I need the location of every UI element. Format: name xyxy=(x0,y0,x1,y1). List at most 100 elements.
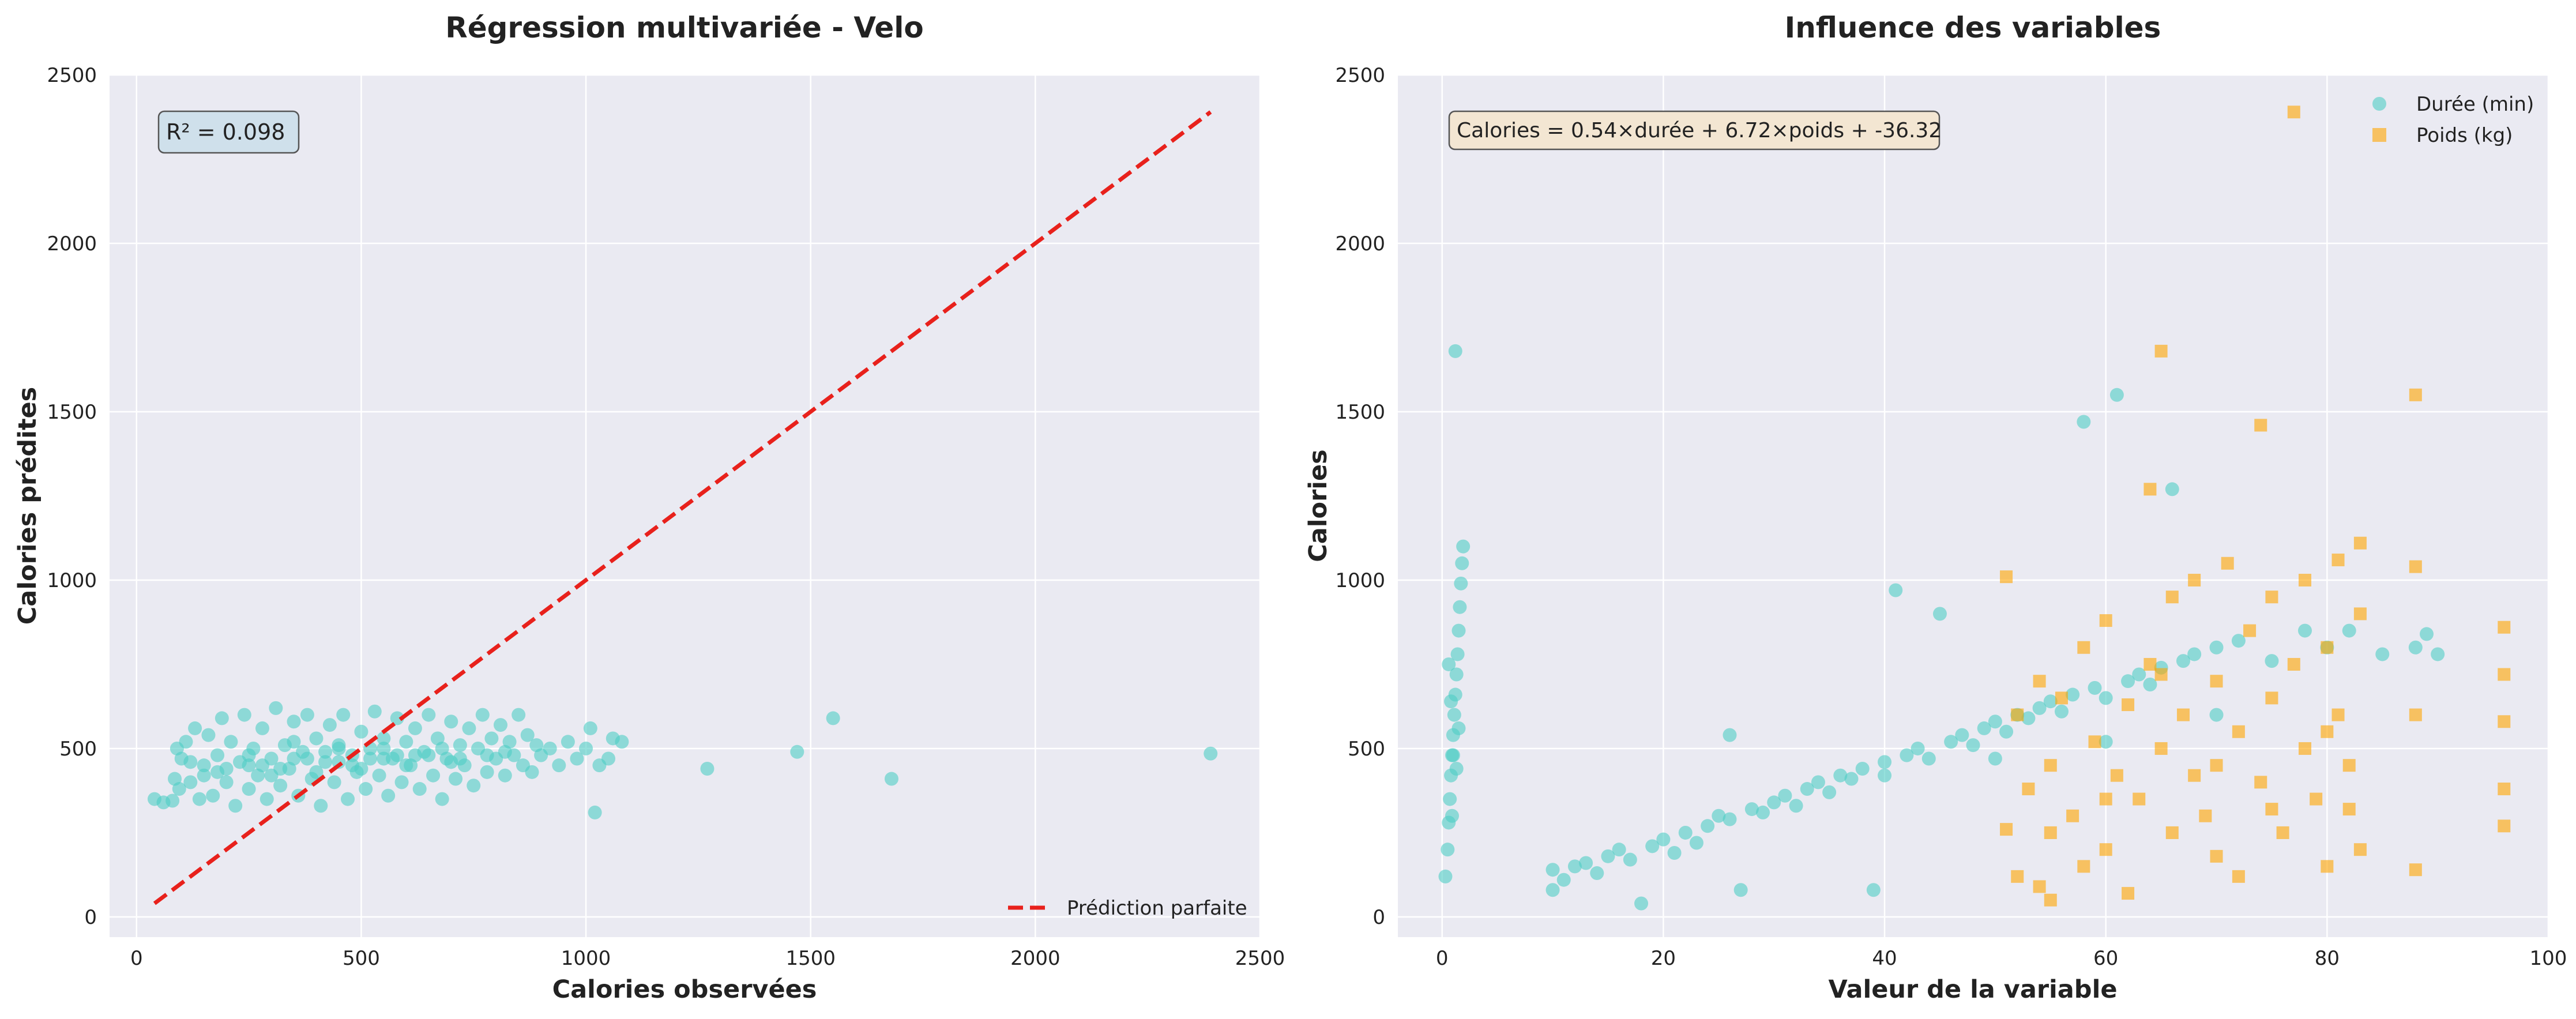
data-point xyxy=(449,772,463,786)
data-point-poids xyxy=(2353,843,2367,856)
data-point xyxy=(498,768,512,783)
data-point xyxy=(309,765,324,779)
data-point-duree xyxy=(1889,583,1903,597)
y-tick-label: 1000 xyxy=(47,569,97,592)
data-point-duree xyxy=(1612,843,1626,857)
legend: Prédiction parfaite xyxy=(1008,897,1247,920)
data-point-duree xyxy=(1454,576,1468,591)
data-point xyxy=(475,708,490,722)
data-point xyxy=(493,718,507,732)
data-point xyxy=(399,735,413,749)
data-point-duree xyxy=(1800,782,1814,796)
data-point-duree xyxy=(1811,775,1825,789)
equation-annotation: Calories = 0.54×durée + 6.72×poids + -36… xyxy=(1448,110,1942,151)
data-point-poids xyxy=(2353,536,2367,550)
data-point-duree xyxy=(2165,482,2179,497)
data-point-duree xyxy=(1623,852,1637,867)
data-point xyxy=(561,735,575,749)
data-point-poids xyxy=(2353,607,2367,621)
data-point-poids xyxy=(2011,708,2024,721)
data-point-duree xyxy=(1932,607,1947,621)
data-point xyxy=(381,788,396,803)
data-point-duree xyxy=(1556,873,1571,887)
data-point xyxy=(287,735,301,749)
perfect-prediction-line xyxy=(153,110,1212,905)
data-point-poids xyxy=(2232,725,2245,738)
data-point xyxy=(484,731,499,746)
data-point xyxy=(453,738,467,753)
data-point-duree xyxy=(1448,344,1462,358)
data-point-duree xyxy=(2375,647,2390,661)
data-point xyxy=(377,741,391,755)
data-point-duree xyxy=(2231,634,2246,648)
data-point-duree xyxy=(2265,654,2279,668)
data-point-duree xyxy=(2176,654,2190,668)
data-point-poids xyxy=(2033,675,2046,688)
data-point-duree xyxy=(1866,883,1881,897)
data-point xyxy=(228,799,243,813)
data-point-duree xyxy=(1988,751,2002,766)
x-tick-labels: 0 500 1000 1500 2000 2500 xyxy=(130,947,1285,970)
scatter-points xyxy=(147,701,1218,819)
data-point xyxy=(408,721,422,735)
data-point-duree xyxy=(2342,623,2356,638)
data-point-duree xyxy=(1900,748,1914,762)
data-point-duree xyxy=(1744,802,1759,817)
data-point-duree xyxy=(1778,788,1792,803)
data-point xyxy=(179,735,193,749)
data-point xyxy=(166,794,180,808)
data-point xyxy=(552,758,566,773)
data-point-poids xyxy=(2321,860,2334,873)
data-point-poids xyxy=(2221,556,2234,570)
data-point xyxy=(394,775,409,789)
data-point-poids xyxy=(2409,560,2422,573)
data-point xyxy=(345,758,359,773)
data-point xyxy=(359,782,373,796)
data-point-duree xyxy=(1701,819,1715,833)
x-axis-label: Calories observées xyxy=(552,975,817,1004)
data-point-duree xyxy=(1441,843,1455,857)
data-point-poids xyxy=(2498,715,2511,728)
data-point-poids xyxy=(2210,675,2223,688)
legend-swatch-poids xyxy=(2372,128,2386,142)
data-point-duree xyxy=(1444,694,1458,709)
data-point xyxy=(543,741,557,755)
data-point-poids xyxy=(2232,870,2245,883)
data-point xyxy=(255,758,269,773)
data-point-duree xyxy=(1443,792,1457,806)
data-point xyxy=(390,711,404,725)
data-point-duree xyxy=(1645,839,1660,853)
data-point-duree xyxy=(2121,674,2135,689)
data-point-duree xyxy=(1567,859,1582,874)
data-point-poids xyxy=(2298,742,2311,755)
data-point xyxy=(412,782,427,796)
data-point-duree xyxy=(1855,762,1870,776)
data-point xyxy=(453,751,467,766)
data-point-poids xyxy=(2188,573,2201,586)
panel-regression: Régression multivariée - Velo Calories o… xyxy=(13,11,1285,1004)
data-point-poids xyxy=(2287,106,2300,119)
data-point xyxy=(309,731,324,746)
x-tick-label: 80 xyxy=(2315,947,2340,970)
data-point-duree xyxy=(1833,768,1848,783)
data-point-duree xyxy=(1579,856,1593,870)
data-point-poids xyxy=(2154,344,2168,358)
x-tick-label: 0 xyxy=(1436,947,1449,970)
data-point xyxy=(327,775,341,789)
grid xyxy=(1398,74,2549,937)
data-point xyxy=(242,782,256,796)
data-point-duree xyxy=(1999,724,2014,739)
data-point-poids xyxy=(2254,419,2267,432)
data-point xyxy=(377,751,391,766)
data-point-poids xyxy=(2044,826,2057,839)
data-point xyxy=(197,768,211,783)
data-point-poids xyxy=(2077,860,2090,873)
data-point-duree xyxy=(2088,680,2102,695)
data-point-duree xyxy=(1455,556,1469,570)
data-point xyxy=(467,779,481,793)
x-axis-label: Valeur de la variable xyxy=(1829,975,2118,1004)
data-point xyxy=(367,704,382,719)
data-point xyxy=(206,788,220,803)
y-tick-label: 2500 xyxy=(47,64,97,87)
data-point xyxy=(372,768,386,783)
